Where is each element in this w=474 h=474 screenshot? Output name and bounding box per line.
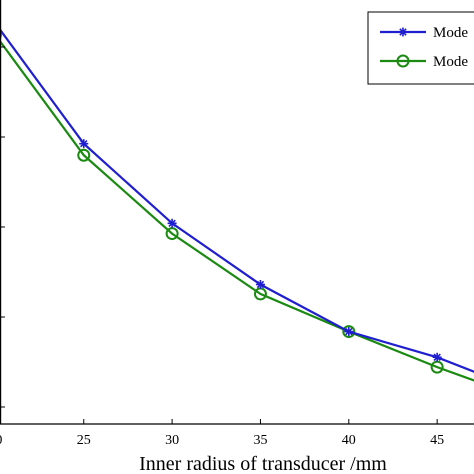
legend-marker [396,54,410,68]
x-tick-label: 20 [0,433,2,448]
legend-entry-2: Mode [380,54,468,70]
legend-label: Mode [433,25,468,41]
data-point [432,352,442,362]
legend: Mode Mode [367,11,474,85]
x-tick-label: 45 [430,433,444,448]
x-tick-label: 40 [342,433,356,448]
series-1 [0,27,474,373]
data-point [167,218,177,228]
legend-entries: Mode Mode [380,25,468,70]
x-tick-label: 25 [77,433,91,448]
x-axis-label: Inner radius of transducer /mm [139,453,387,474]
data-point [344,327,354,337]
legend-marker [398,27,408,37]
x-tick-label: 30 [165,433,179,448]
x-ticks: 20 25 30 35 40 45 [0,419,444,448]
series-layer [0,27,474,382]
data-point [79,139,89,149]
axes-layer [0,0,474,425]
legend-box [367,11,474,85]
series-line-2 [0,39,474,382]
data-point [77,148,91,162]
legend-label: Mode [433,54,468,70]
legend-entry-1: Mode [380,25,468,41]
data-point [342,325,356,339]
x-tick-label: 35 [253,433,267,448]
data-point [255,279,265,289]
data-point [165,227,179,241]
